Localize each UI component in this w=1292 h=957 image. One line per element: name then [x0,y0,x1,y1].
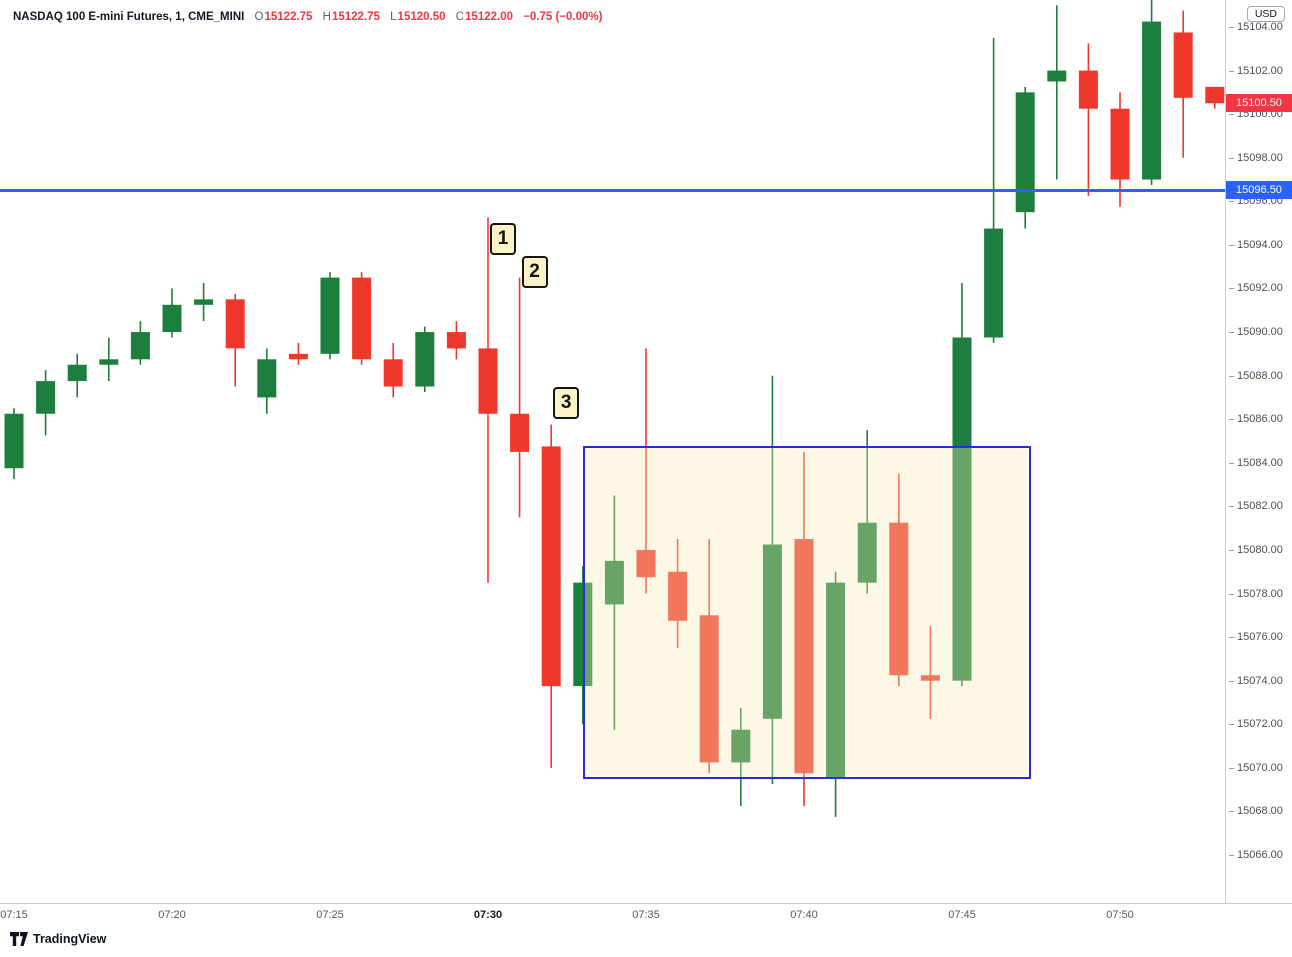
candle-body [1078,70,1098,109]
price-axis-label: 15102.00 [1229,65,1283,77]
price-axis-label: 15078.00 [1229,588,1283,600]
drawing-label-3[interactable]: 3 [553,386,580,419]
candle-body [889,522,909,676]
candle-body [731,729,751,763]
price-axis-label: 15104.00 [1229,21,1283,33]
candle-body [1142,21,1162,180]
line-price-tag: 15096.50 [1226,181,1292,200]
time-axis[interactable]: 07:15 07:20 07:25 07:30 07:35 07:40 07:45 07:50 [0,904,1292,929]
time-axis-label: 07:30 [473,909,503,921]
price-axis-label: 15098.00 [1229,152,1283,164]
candle-body [920,675,940,681]
price-axis-label: 15068.00 [1229,805,1283,817]
drawing-label-1[interactable]: 1 [490,223,516,256]
price-axis-label: 15088.00 [1229,370,1283,382]
time-axis-label: 07:45 [948,909,976,921]
candle-body [699,615,719,763]
last-price-tag: 15100.50 [1226,94,1292,113]
symbol-title[interactable]: NASDAQ 100 E-mini Futures, 1, CME_MINI [13,11,245,23]
candle-body [1110,108,1130,180]
time-axis-label: 07:50 [1106,909,1134,921]
price-axis-label: 15092.00 [1229,282,1283,294]
candle-body [636,549,656,578]
candle-body [415,332,435,387]
candle-body [1205,86,1225,104]
candle-body [541,446,561,687]
tradingview-logo-icon [10,932,28,946]
candle-body [99,359,119,365]
candle-body [1047,70,1067,82]
candle-body [288,353,308,360]
candle-body [1015,92,1035,213]
high-label: H [322,11,331,23]
price-axis-label: 15082.00 [1229,500,1283,512]
candle-body [162,304,182,333]
price-axis-label: 15094.00 [1229,239,1283,251]
time-axis-label: 07:15 [0,909,28,921]
candle-body [857,522,877,583]
price-axis-label: 15072.00 [1229,718,1283,730]
candle-body [130,332,150,360]
candle-body [1173,32,1193,98]
candle-body [383,359,403,387]
candlestick-chart[interactable] [0,0,1225,929]
candle-body [952,337,972,681]
candle-body [194,299,214,305]
price-axis-label: 15080.00 [1229,544,1283,556]
currency-usd-button[interactable]: USD [1246,6,1285,22]
price-axis-label: 15086.00 [1229,413,1283,425]
candle-body [668,571,688,621]
horizontal-line-drawing[interactable] [0,188,1225,192]
price-axis-label: 15090.00 [1229,326,1283,338]
low-label: L [390,11,397,23]
close-label: C [455,11,465,23]
candle-body [510,413,530,452]
symbol-info-bar: NASDAQ 100 E-mini Futures, 1, CME_MINI O… [13,11,602,23]
rectangle-drawing[interactable] [582,446,1032,779]
price-axis-label: 15074.00 [1229,675,1283,687]
tradingview-logo-text: TradingView [33,932,107,946]
candle-body [257,359,277,398]
price-axis[interactable]: USD 15100.50 15096.50 15104.00 15102.00 15… [1226,0,1292,903]
high-value: 15122.75 [331,11,380,23]
candle-body [352,277,372,360]
candle-body [826,582,846,779]
candle-body [478,348,498,414]
price-axis-border [1225,0,1226,929]
close-value: 15122.00 [465,11,513,23]
candle-body [604,560,624,605]
candle-body [794,539,814,774]
low-value: 15120.50 [397,11,446,23]
change-value: −0.75 (−0.00%) [523,11,603,23]
price-axis-label: 15070.00 [1229,762,1283,774]
time-axis-label: 07:25 [316,909,344,921]
candle-body [762,544,782,719]
time-axis-label: 07:35 [632,909,660,921]
time-axis-label: 07:40 [790,909,818,921]
price-axis-label: 15084.00 [1229,457,1283,469]
candle-body [984,228,1004,338]
time-axis-border [0,903,1292,904]
candle-body [67,364,87,382]
candle-body [36,381,56,414]
open-label: O [254,11,264,23]
candle-body [4,413,24,469]
candle-body [225,299,245,349]
price-axis-label: 15076.00 [1229,631,1283,643]
candle-body [320,277,340,354]
time-axis-label: 07:20 [158,909,186,921]
tradingview-logo[interactable]: TradingView [10,932,106,946]
candle-body [446,332,466,349]
drawing-label-2[interactable]: 2 [521,256,548,289]
open-value: 15122.75 [264,11,313,23]
price-axis-label: 15066.00 [1229,849,1283,861]
